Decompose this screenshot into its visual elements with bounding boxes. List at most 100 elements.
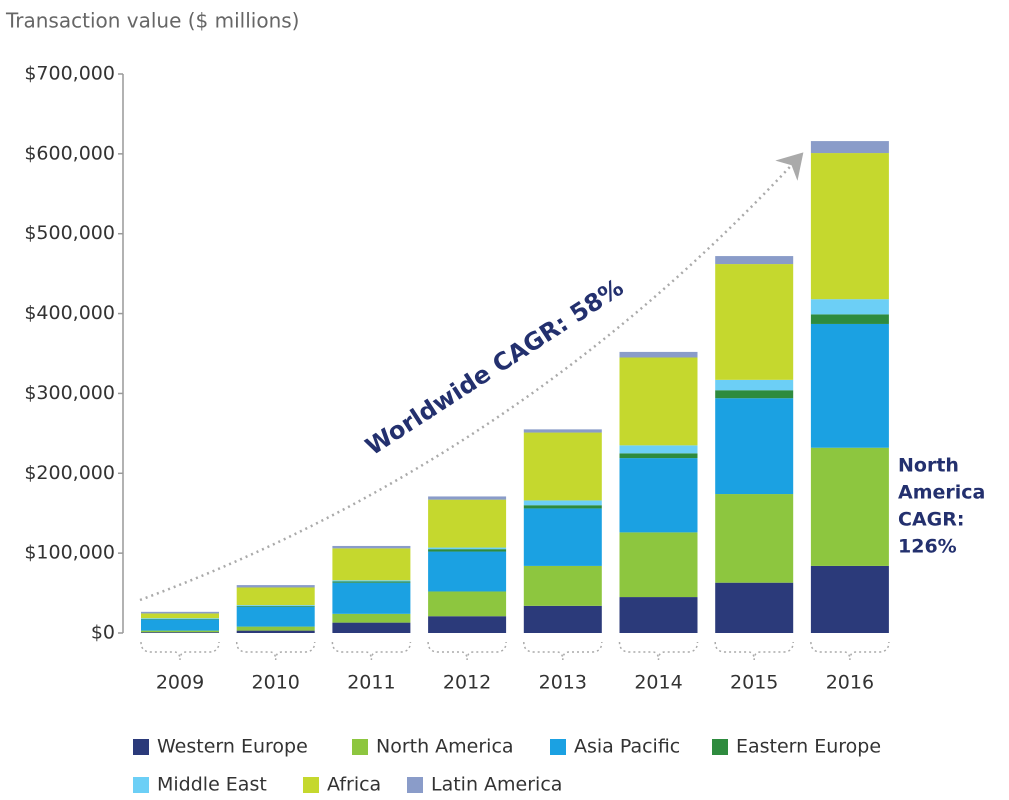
x-tick-label: 2015 [730,672,778,694]
brace [714,641,794,661]
legend-label: Middle East [157,774,267,796]
legend-swatch [550,739,566,755]
bar-segment [332,580,411,582]
bar-segment [332,582,411,614]
bar-segment [236,626,315,631]
bar-segment [715,264,794,380]
x-tick-label: 2013 [539,672,587,694]
bar-segment [523,508,602,566]
legend-label: Latin America [431,774,562,796]
bar-segment [523,565,602,606]
bar-segment [236,605,315,606]
bar-segment [715,390,794,399]
bar-segment [523,605,602,633]
brace [810,641,890,661]
legend-label: Western Europe [157,736,308,758]
y-tick-label: $300,000 [24,382,115,404]
bar-segment [523,432,602,501]
x-tick-label: 2010 [252,672,300,694]
bar-segment [715,256,794,265]
bar-segment [810,141,889,154]
bar-segment [332,548,411,581]
legend-swatch [133,777,149,793]
bar-segment [236,585,315,588]
legend-swatch [133,739,149,755]
bar-segment [332,622,411,633]
bar-segment [236,630,315,633]
bar-segment [236,605,315,607]
bar-segment [428,496,507,500]
bar-segment [141,632,219,633]
bar-segment [141,630,219,633]
x-tick-label: 2011 [347,672,395,694]
legend-label: Africa [327,774,381,796]
bar-segment [810,565,889,633]
brace [140,641,220,661]
brace [235,641,316,661]
bar-segment [428,549,507,552]
annotation: North [898,455,959,477]
bar-segment [810,299,889,315]
bar-segment [619,597,698,633]
brace [427,641,507,661]
bar-segment [141,618,219,620]
bar-segment [810,153,889,300]
bar-segment [428,616,507,633]
bar-segment [236,587,315,606]
y-tick-label: $200,000 [24,462,115,484]
bar-segment [428,499,507,548]
bar-segment [715,379,794,391]
x-tick-label: 2009 [156,672,204,694]
bar-segment [236,606,315,627]
y-tick-label: $500,000 [24,222,115,244]
y-tick-label: $700,000 [24,63,115,85]
y-tick-label: $0 [91,622,115,644]
bar-segment [428,551,507,592]
y-tick-label: $600,000 [24,142,115,164]
legend-label: Asia Pacific [574,736,680,758]
bar-segment [332,613,411,623]
legend-swatch [303,777,319,793]
legend-label: Eastern Europe [736,736,881,758]
bar-segment [619,458,698,533]
legend-swatch [712,739,728,755]
bar-segment [619,351,698,358]
x-tick-label: 2012 [443,672,491,694]
brace [618,641,699,661]
bar-segment [428,591,507,617]
brace [523,641,603,661]
bar-segment [715,398,794,495]
bar-segment [715,582,794,633]
brace [331,641,412,661]
bar-segment [523,505,602,509]
bar-segment [523,429,602,433]
bar-segment [332,545,411,549]
bar-segment [141,611,219,614]
bar-segment [428,547,507,550]
bar-segment [715,494,794,583]
annotation: America [898,482,985,504]
trend-arrow [139,152,804,602]
bar-segment [810,447,889,566]
bar-segment [332,581,411,583]
bar-segment [523,500,602,506]
bar-segment [619,445,698,454]
y-tick-label: $100,000 [24,542,115,564]
y-tick-label: $400,000 [24,302,115,324]
bar-segment [141,613,219,619]
legend-label: North America [376,736,514,758]
x-tick-label: 2014 [634,672,682,694]
bar-segment [619,357,698,446]
bar-segment [810,323,889,448]
bar-segment [141,619,219,631]
bar-segment [619,532,698,598]
axis-label: Transaction value ($ millions) [5,9,300,33]
legend-swatch [407,777,423,793]
x-tick-label: 2016 [826,672,874,694]
legend-swatch [352,739,368,755]
annotation: CAGR: [898,509,964,531]
bar-segment [810,314,889,324]
annotation: 126% [898,536,957,558]
bar-segment [619,453,698,459]
